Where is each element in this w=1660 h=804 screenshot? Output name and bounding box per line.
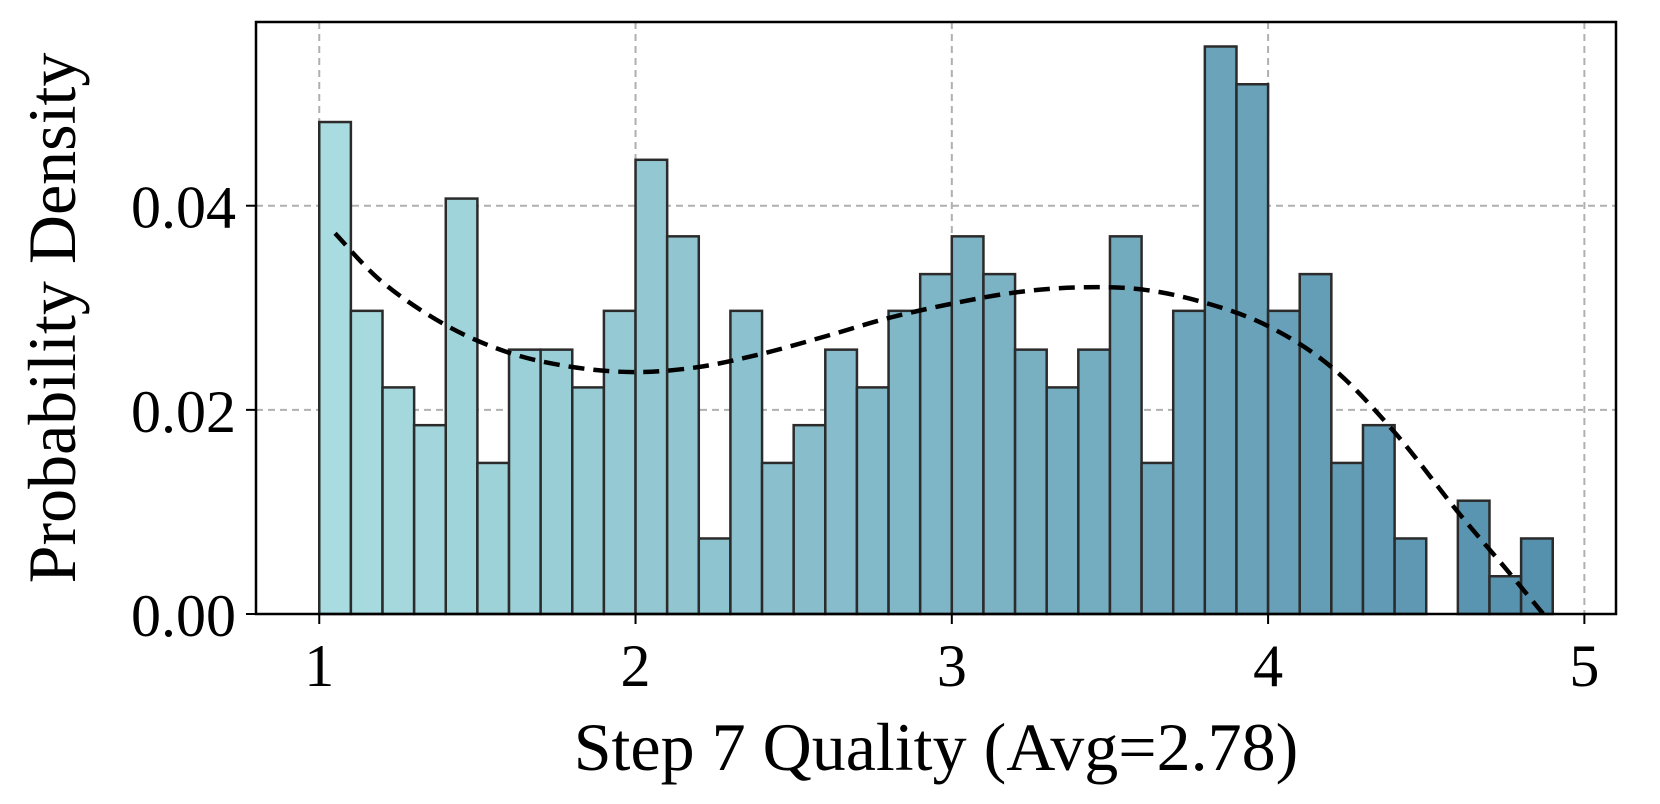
histogram-bar [381,386,416,616]
histogram-bar [729,309,764,616]
histogram-bar [1298,272,1333,616]
x-tick-label: 3 [937,633,967,699]
histogram-bar [855,386,890,616]
histogram-bar [412,423,448,616]
histogram-bar [507,348,542,616]
histogram-bar [1330,461,1365,616]
histogram-bar [697,537,732,616]
histogram-bar [982,272,1017,616]
histogram-bar [349,309,384,616]
x-tick-label: 5 [1569,633,1599,699]
histogram-bar [1235,83,1270,616]
histogram-bar [1171,309,1207,616]
histogram-bar [444,197,479,616]
histogram-bar [602,309,637,616]
histogram-bar [1488,574,1523,616]
histogram-bar [1140,461,1175,616]
histogram-bar [918,272,954,616]
histogram-bar [665,235,701,616]
histogram-bar [950,235,985,616]
histogram-bar [1203,45,1238,616]
x-tick-label: 1 [304,633,334,699]
histogram-bar [792,423,827,616]
histogram-bar [1361,423,1396,616]
y-tick-label: 0.00 [131,583,236,649]
plot-frame [254,20,1618,616]
y-axis-label: Probability Density [14,53,90,584]
histogram-bar [1393,537,1428,616]
x-axis-label: Step 7 Quality (Avg=2.78) [574,709,1299,785]
x-tick-label: 2 [621,633,651,699]
histogram-bar [1266,309,1301,616]
histogram-bar [760,461,795,616]
histogram-bar [571,386,606,616]
x-tick-label: 4 [1253,633,1283,699]
x-axis-ticks: 1 2 3 4 5 [304,614,1599,699]
histogram-bar [887,309,922,616]
histogram-bar [1045,386,1080,616]
kde-line [333,231,1545,616]
density-curve [333,231,1545,616]
y-axis-ticks: 0.00 0.02 0.04 [131,175,256,649]
y-tick-label: 0.04 [131,175,236,241]
histogram-bar [1108,235,1143,616]
histogram-bar [476,461,511,616]
histogram-bars [318,45,1554,616]
histogram-bar [1013,348,1048,616]
histogram-bar [1077,348,1112,616]
histogram-bar [824,348,859,616]
histogram-bar [1519,537,1554,616]
histogram-bar [318,120,353,616]
y-tick-label: 0.02 [131,379,236,445]
histogram-bar [634,158,669,616]
histogram-bar [539,348,574,616]
